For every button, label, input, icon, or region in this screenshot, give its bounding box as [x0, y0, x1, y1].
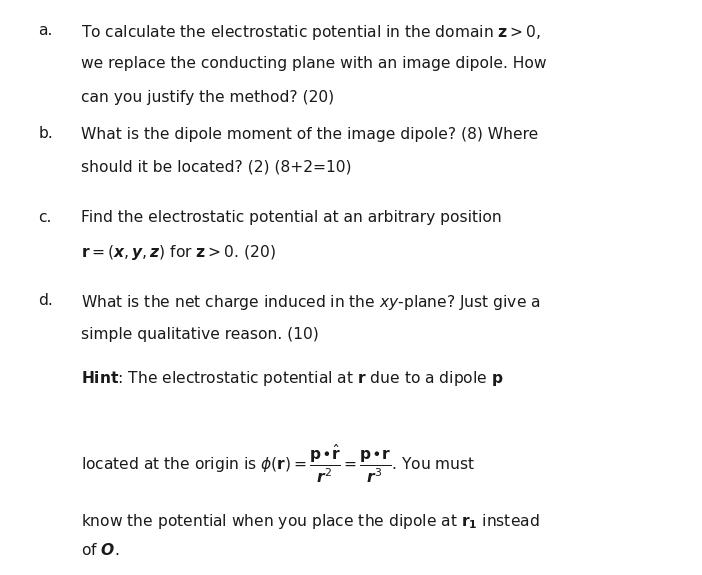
Text: $\mathbf{r}=(\boldsymbol{x},\boldsymbol{y},\boldsymbol{z})$ for $\mathbf{z}>0$. : $\mathbf{r}=(\boldsymbol{x},\boldsymbol{…	[81, 243, 276, 262]
Text: What is the net charge induced in the $xy$-plane? Just give a: What is the net charge induced in the $x…	[81, 293, 541, 312]
Text: d.: d.	[39, 293, 53, 308]
Text: Find the electrostatic potential at an arbitrary position: Find the electrostatic potential at an a…	[81, 210, 501, 225]
Text: To calculate the electrostatic potential in the domain $\mathbf{z}>0$,: To calculate the electrostatic potential…	[81, 23, 541, 42]
Text: can you justify the method? (20): can you justify the method? (20)	[81, 90, 334, 105]
Text: simple qualitative reason. (10): simple qualitative reason. (10)	[81, 327, 319, 342]
Text: know the potential when you place the dipole at $\mathbf{r}_{\mathbf{1}}$ instea: know the potential when you place the di…	[81, 512, 539, 531]
Text: located at the origin is $\phi(\mathbf{r})=\dfrac{\mathbf{p}\!\bullet\!\hat{\mat: located at the origin is $\phi(\mathbf{r…	[81, 443, 475, 485]
Text: b.: b.	[39, 126, 53, 141]
Text: What is the dipole moment of the image dipole? (8) Where: What is the dipole moment of the image d…	[81, 126, 538, 141]
Text: $\mathbf{Hint}$: The electrostatic potential at $\mathbf{r}$ due to a dipole $\m: $\mathbf{Hint}$: The electrostatic poten…	[81, 369, 503, 388]
Text: we replace the conducting plane with an image dipole. How: we replace the conducting plane with an …	[81, 56, 546, 71]
Text: of $\boldsymbol{O}$.: of $\boldsymbol{O}$.	[81, 542, 119, 558]
Text: c.: c.	[39, 210, 52, 225]
Text: a.: a.	[39, 23, 53, 38]
Text: should it be located? (2) (8+2=10): should it be located? (2) (8+2=10)	[81, 160, 351, 175]
